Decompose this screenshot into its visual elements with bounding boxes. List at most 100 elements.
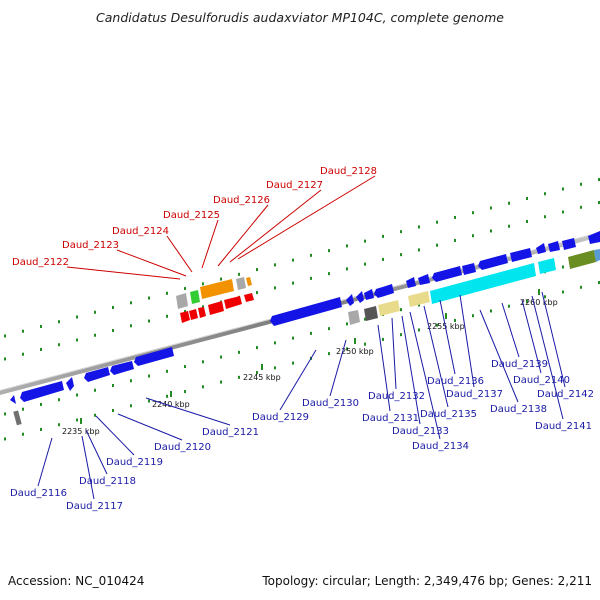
callout-line <box>95 415 135 456</box>
track-dot <box>184 310 186 314</box>
track-dot <box>238 272 240 276</box>
track-dot <box>256 371 258 375</box>
gene-arrow <box>134 347 174 366</box>
gene-label: Daud_2141 <box>535 421 592 432</box>
gene-label: Daud_2132 <box>368 391 425 402</box>
track-dot <box>22 329 24 333</box>
track-dot <box>166 314 168 318</box>
track-dot <box>58 398 60 402</box>
gene-label: Daud_2131 <box>362 413 419 424</box>
track-dot <box>238 375 240 379</box>
track-dot <box>328 352 330 356</box>
gene-label: Daud_2135 <box>420 409 477 420</box>
scale-tick <box>261 364 263 370</box>
track-dot <box>112 329 114 333</box>
scale-label: 2260 kbp <box>520 298 558 307</box>
track-dot <box>94 333 96 337</box>
track-dot <box>418 248 420 252</box>
gene-block <box>236 277 246 290</box>
gene-arrow <box>66 377 74 391</box>
gene-label: Daud_2122 <box>12 257 69 268</box>
track-dot <box>346 244 348 248</box>
track-dot <box>166 394 168 398</box>
track-dot <box>76 418 78 422</box>
gene-arrow <box>346 294 354 306</box>
track-dot <box>364 262 366 266</box>
scale-label: 2250 kbp <box>336 347 374 356</box>
gene-arrow <box>462 263 476 275</box>
track-dot <box>400 230 402 234</box>
track-dot <box>220 277 222 281</box>
gene-arrow <box>208 301 224 315</box>
track-dot <box>562 187 564 191</box>
track-dot <box>4 412 6 416</box>
track-dot <box>220 380 222 384</box>
callout-line <box>459 294 475 388</box>
track-dot <box>580 285 582 289</box>
track-dot <box>562 290 564 294</box>
track-dot <box>490 229 492 233</box>
gene-arrow <box>364 289 374 300</box>
gene-label: Daud_2136 <box>427 376 484 387</box>
scale-tick <box>538 289 540 295</box>
track-dot <box>274 286 276 290</box>
track-dot <box>526 219 528 223</box>
track-dot <box>310 276 312 280</box>
gene-arrow <box>10 395 16 404</box>
gene-label: Daud_2129 <box>252 412 309 423</box>
gene-arrow <box>20 381 64 402</box>
gene-arrow <box>84 367 110 382</box>
callout-line <box>81 435 95 500</box>
callout-lines <box>37 175 566 500</box>
callout-line <box>541 291 566 388</box>
gene-block <box>408 291 430 307</box>
track-dot <box>202 305 204 309</box>
gene-label: Daud_2124 <box>112 226 169 237</box>
track-dot <box>562 210 564 214</box>
callout-line <box>423 305 449 408</box>
track-dot <box>490 206 492 210</box>
gene-label: Daud_2140 <box>513 375 570 386</box>
gene-features <box>10 231 600 426</box>
gene-block <box>200 279 234 299</box>
callout-line <box>409 311 441 440</box>
gene-label: Daud_2116 <box>10 488 67 499</box>
track-dot <box>94 413 96 417</box>
track-dot <box>346 322 348 326</box>
track-dot <box>292 281 294 285</box>
gene-arrow <box>418 274 430 285</box>
gene-arrow <box>548 241 560 252</box>
callout-line <box>85 429 108 475</box>
track-dot <box>454 238 456 242</box>
track-dot <box>418 328 420 332</box>
gene-block <box>538 258 556 274</box>
gene-block <box>13 410 22 426</box>
scale-label: 2245 kbp <box>243 373 281 382</box>
scale-label: 2235 kbp <box>62 427 100 436</box>
track-dot <box>4 334 6 338</box>
map-title: Candidatus Desulforudis audaxviator MP10… <box>96 10 504 25</box>
callout-line <box>237 175 376 260</box>
callout-line <box>37 437 53 487</box>
track-dot <box>292 258 294 262</box>
callout-line <box>439 299 456 375</box>
track-dot <box>544 295 546 299</box>
callout-line <box>521 299 542 374</box>
track-dot <box>544 215 546 219</box>
track-dot <box>166 369 168 373</box>
track-dot <box>382 337 384 341</box>
track-dot <box>328 272 330 276</box>
gene-arrow <box>198 307 206 318</box>
track-dot <box>148 296 150 300</box>
track-dot <box>166 291 168 295</box>
gene-label: Daud_2128 <box>320 166 377 177</box>
callout-line <box>279 349 317 411</box>
callout-line <box>201 219 219 269</box>
gene-block <box>594 249 600 262</box>
track-dot <box>220 355 222 359</box>
gene-label: Daud_2133 <box>392 426 449 437</box>
gene-label: Daud_2117 <box>66 501 123 512</box>
track-dot <box>22 352 24 356</box>
gene-arrow <box>510 248 532 262</box>
track-dot <box>292 361 294 365</box>
